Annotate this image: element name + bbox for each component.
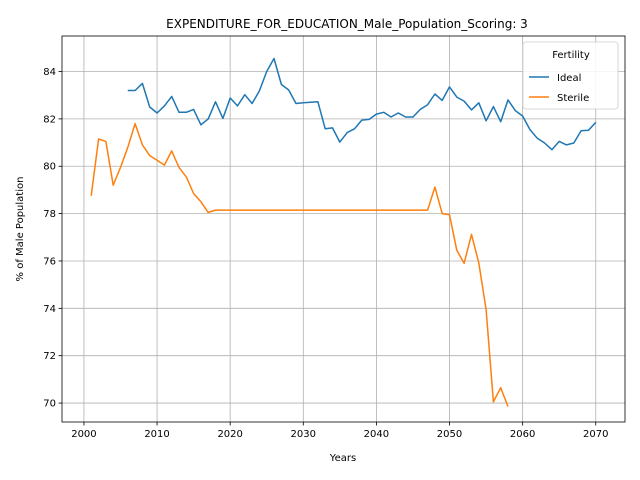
legend-entry-ideal: Ideal <box>557 73 581 84</box>
chart-title: EXPENDITURE_FOR_EDUCATION_Male_Populatio… <box>166 17 528 31</box>
x-tick-label: 2040 <box>364 429 389 440</box>
y-tick-label: 70 <box>43 399 56 410</box>
y-tick-label: 78 <box>43 209 56 220</box>
y-tick-label: 84 <box>43 67 56 78</box>
x-axis-label: Years <box>329 453 356 464</box>
legend: Fertility Ideal Sterile <box>522 41 619 110</box>
x-tick-label: 2030 <box>291 429 316 440</box>
x-tick-label: 2020 <box>217 429 242 440</box>
y-axis-label: % of Male Population <box>15 177 26 282</box>
x-tick-label: 2010 <box>144 429 169 440</box>
y-tick-label: 72 <box>43 351 56 362</box>
plot-frame <box>61 35 626 423</box>
legend-entry-sterile: Sterile <box>557 93 589 104</box>
series-line-ideal <box>127 57 597 151</box>
x-tick-label: 2060 <box>510 429 535 440</box>
series-layer <box>90 57 597 407</box>
x-tick-label: 2070 <box>583 429 608 440</box>
x-axis: 2000 2010 2020 2030 2040 2050 2060 2070 <box>71 422 608 440</box>
legend-title: Fertility <box>552 50 590 61</box>
y-tick-label: 82 <box>43 114 56 125</box>
y-axis: 70 72 74 76 78 80 82 84 <box>43 67 62 410</box>
y-tick-label: 80 <box>43 162 56 173</box>
series-line-sterile <box>90 122 509 407</box>
legend-box <box>522 41 619 110</box>
x-tick-label: 2050 <box>437 429 462 440</box>
y-tick-label: 76 <box>43 256 56 267</box>
x-tick-label: 2000 <box>71 429 96 440</box>
y-tick-label: 74 <box>43 304 56 315</box>
